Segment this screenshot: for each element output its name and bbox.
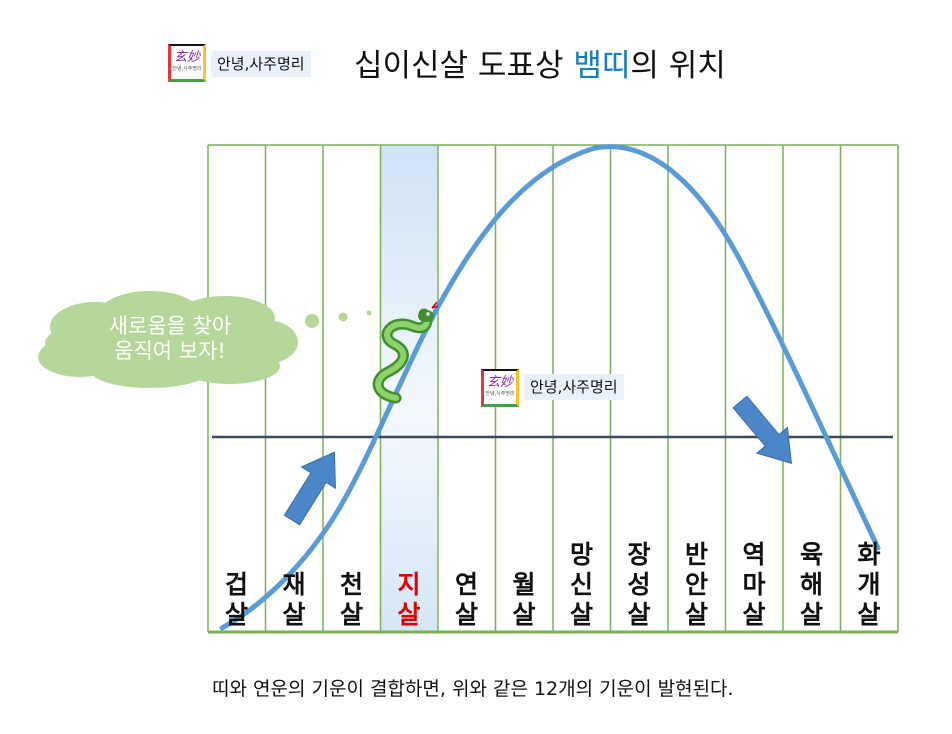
brand-logo: 玄妙 안녕,사주명리: [168, 44, 206, 82]
column-label-char: 성: [627, 570, 651, 599]
column-label-char: 살: [684, 600, 708, 629]
column-label-char: 살: [397, 600, 421, 629]
watermark-logo: 玄妙 안녕,사주명리: [481, 369, 519, 407]
column-label-char: 살: [742, 600, 766, 629]
logo-glyph: 玄妙: [173, 50, 200, 65]
column-label-char: 개: [857, 570, 881, 599]
column-label-char: 재: [282, 570, 306, 599]
energy-curve: [219, 144, 881, 631]
column-label-char: 육: [799, 540, 823, 569]
column-label-char: 살: [454, 600, 478, 629]
column-label-char: 장: [627, 540, 651, 569]
brand-label: 안녕,사주명리: [211, 51, 311, 77]
column-label-char: 반: [684, 540, 708, 569]
arrow-down-right-icon: [732, 395, 793, 464]
column-label-char: 월: [512, 570, 536, 599]
column-label-char: 살: [224, 600, 248, 629]
column-label-char: 살: [512, 600, 536, 629]
column-label-char: 화: [857, 540, 881, 569]
cloud-text: 새로움을 찾아 움직여 보자!: [60, 314, 280, 364]
column-label-char: 역: [742, 540, 766, 569]
column-label-char: 살: [339, 600, 363, 629]
title-highlight: 뱀띠: [573, 48, 631, 84]
column-label-char: 안: [684, 570, 708, 599]
footer-caption: 띠와 연운의 기운이 결합하면, 위와 같은 12개의 기운이 발현된다.: [212, 678, 734, 700]
watermark-logo-caption: 안녕,사주명리: [485, 391, 515, 397]
logo-caption: 안녕,사주명리: [172, 66, 202, 72]
watermark-logo-glyph: 玄妙: [486, 375, 513, 390]
column-label-char: 살: [569, 600, 593, 629]
snake-icon: [372, 301, 439, 404]
cloud-line-1: 새로움을 찾아: [108, 314, 232, 338]
column-label-char: 마: [742, 570, 766, 599]
column-label-char: 살: [799, 600, 823, 629]
column-label-char: 연: [454, 570, 478, 599]
column-label-char: 신: [569, 570, 593, 599]
highlight-column: [380, 145, 437, 632]
title-part2: 의 위치: [630, 48, 726, 84]
column-label-char: 천: [339, 570, 363, 599]
cloud-line-2: 움직여 보자!: [114, 339, 226, 363]
page-title: 십이신살 도표상 뱀띠의 위치: [354, 40, 726, 85]
column-label-char: 살: [857, 600, 881, 629]
arrow-up-right-icon: [283, 451, 336, 526]
column-label-char: 살: [627, 600, 651, 629]
column-label-char: 망: [569, 540, 593, 569]
column-label-char: 살: [282, 600, 306, 629]
column-label-char: 지: [397, 570, 421, 599]
watermark-label: 안녕,사주명리: [524, 374, 624, 400]
column-label-char: 해: [799, 570, 823, 599]
thought-cloud-icon: [38, 291, 372, 388]
title-part1: 십이신살 도표상: [354, 48, 574, 84]
column-label-char: 겁: [224, 570, 248, 599]
